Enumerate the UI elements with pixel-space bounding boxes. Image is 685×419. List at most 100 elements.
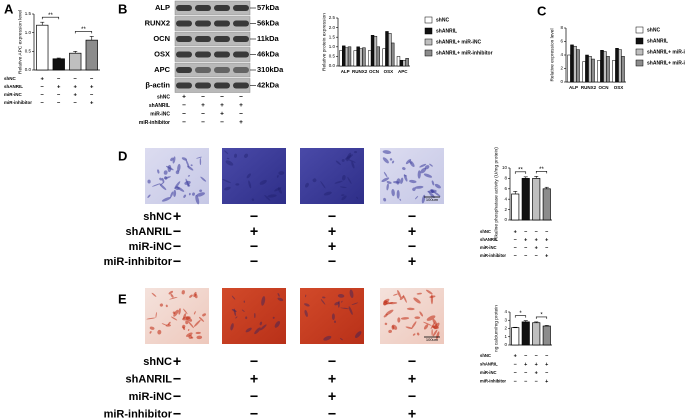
stain-texture [167, 164, 172, 173]
bar [582, 61, 586, 83]
stain-texture [187, 175, 191, 177]
stain-texture [354, 150, 358, 154]
stain-texture [424, 165, 430, 170]
y-tick-label: 1.0 [25, 30, 32, 35]
stain-texture [335, 160, 341, 166]
blot-band [233, 5, 249, 11]
treatment-sign: − [173, 371, 181, 387]
treatment-sign: + [535, 362, 538, 368]
stain-texture [417, 170, 421, 179]
stain-texture [157, 169, 160, 174]
stain-texture [163, 170, 168, 175]
y-tick-label: 0 [560, 79, 563, 84]
blot-band [195, 20, 211, 27]
stain-texture [427, 190, 430, 193]
x-tick-label: RUNX2 [581, 85, 597, 90]
treatment-sign: + [514, 353, 517, 359]
stain-texture [384, 322, 388, 326]
stain-texture [383, 197, 387, 202]
treatment-sign: + [514, 229, 517, 235]
treatment-sign: − [57, 93, 61, 99]
stain-texture [222, 178, 231, 184]
y-tick-label: 4 [504, 196, 507, 201]
legend-label: shNC [647, 27, 660, 33]
y-tick-label: 6 [560, 39, 563, 44]
treatment-sign: − [514, 370, 517, 376]
blot-band [233, 51, 249, 58]
treatment-label: shNC [4, 76, 17, 81]
treatment-sign: − [182, 102, 186, 109]
panel-label: C [537, 3, 547, 18]
bar [567, 54, 571, 83]
stain-texture [388, 329, 392, 334]
legend-swatch [635, 26, 644, 34]
bar [396, 56, 401, 67]
y-tick-label: 4 [560, 52, 563, 57]
treatment-sign: − [545, 370, 548, 376]
y-tick-label: 2 [504, 326, 507, 331]
stain-texture [192, 192, 195, 196]
stain-texture [173, 309, 179, 317]
stain-texture [386, 183, 389, 191]
treatment-sign: + [74, 85, 78, 91]
bar [612, 60, 616, 83]
treatment-label: shNC [480, 353, 491, 358]
stain-texture [337, 300, 340, 308]
stain-texture [425, 289, 433, 295]
stain-texture [274, 321, 281, 328]
treatment-sign: − [250, 239, 258, 255]
panel-label: E [118, 291, 127, 306]
bar [591, 58, 595, 83]
blot-band [214, 51, 230, 58]
treatment-sign: − [514, 245, 517, 251]
bar [339, 50, 343, 67]
bar [362, 47, 366, 67]
bar [342, 45, 346, 67]
sig-label: ** [48, 13, 53, 19]
y-tick-label: 1.5 [329, 34, 336, 39]
treatment-label: shANRIL [4, 84, 23, 89]
stain-texture [422, 321, 432, 326]
treatment-sign: − [41, 85, 45, 91]
treatment-sign: − [90, 77, 94, 83]
stain-texture [412, 187, 416, 192]
stain-texture [403, 174, 408, 182]
stain-texture [196, 192, 206, 197]
legend-swatch [424, 16, 433, 24]
stain-texture [161, 323, 168, 326]
y-tick-label: 2 [504, 207, 507, 212]
stain-texture [349, 289, 354, 299]
treatment-sign: + [535, 237, 538, 243]
sig-bracket [514, 171, 527, 174]
scale-label: 100um [426, 197, 439, 202]
treatment-sign: + [524, 362, 527, 368]
bar [388, 33, 392, 67]
treatment-sign: − [74, 101, 78, 107]
treatment-label: shANRIL [149, 103, 170, 109]
size-label: 46kDa [257, 49, 280, 58]
stain-texture [159, 183, 167, 191]
y-axis-label: ng calcium/mg protein [493, 305, 499, 352]
stain-texture [405, 326, 413, 329]
treatment-sign: − [90, 93, 94, 99]
treatment-sign: − [408, 354, 416, 370]
bar [603, 51, 607, 83]
stain-texture [155, 311, 157, 318]
blot-band [195, 82, 211, 89]
treatment-sign: + [90, 101, 94, 107]
stain-texture [160, 181, 165, 186]
bar [532, 178, 541, 221]
sig-label: ** [539, 167, 544, 173]
stain-texture [383, 171, 388, 178]
x-tick-label: APC [398, 69, 408, 74]
stain-image [222, 148, 286, 204]
stain-texture [161, 177, 165, 183]
treatment-label: miR-inhibitor [480, 379, 506, 384]
treatment-sign: − [41, 93, 45, 99]
stain-texture [254, 327, 261, 335]
treatment-sign: − [173, 254, 181, 270]
legend-label: shANRIL+ miR-inhibitor [436, 50, 493, 56]
treatment-sign: + [220, 102, 224, 109]
bar [52, 58, 65, 71]
